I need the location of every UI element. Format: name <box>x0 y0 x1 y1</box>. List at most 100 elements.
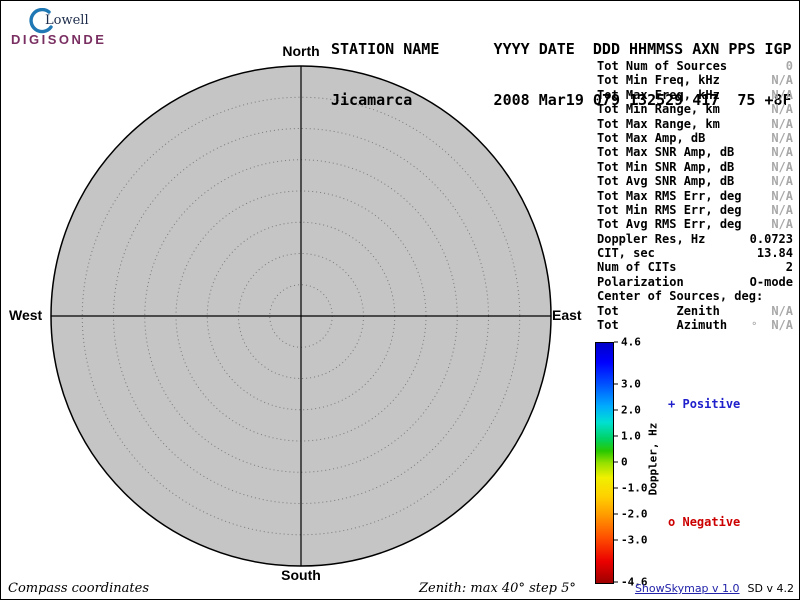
colorbar-gradient <box>595 342 614 584</box>
colorbar-tick-mark <box>614 409 618 411</box>
header-column-titles: STATION NAME YYYY DATE DDD HHMMSS AXN PP… <box>331 40 792 58</box>
colorbar-tick-mark <box>614 383 618 385</box>
stat-value: N/A <box>771 188 793 203</box>
circle-icon: o <box>668 515 676 529</box>
version-info: ShowSkymap v 1.0 SD v 4.2 <box>635 582 794 595</box>
stat-value: 2 <box>785 260 793 275</box>
legend-negative-label: Negative <box>682 515 741 529</box>
compass-north-label: North <box>282 43 320 59</box>
showskymap-version-link[interactable]: ShowSkymap v 1.0 <box>634 582 740 595</box>
stats-row: Tot Max Freq, kHz N/A <box>597 88 793 102</box>
stats-row: Tot Min Freq, kHz N/A <box>597 73 793 87</box>
plus-icon: + <box>668 397 676 411</box>
logo-swoosh-icon <box>29 8 53 34</box>
stat-value: 13.84 <box>756 246 793 261</box>
colorbar-scale: 4.6 3.0 2.0 1.0 0 -1 <box>614 336 674 589</box>
azimuth-degree-mark: ° <box>751 321 758 333</box>
stat-value: 0.0723 <box>749 231 793 246</box>
stats-row: Tot Min SNR Amp, dB N/A <box>597 160 793 174</box>
stats-row: Tot Min RMS Err, deg N/A <box>597 203 793 217</box>
stat-label: Tot Max Freq, kHz <box>597 87 720 102</box>
coordinates-mode-label: Compass coordinates <box>8 581 149 596</box>
colorbar-tick-label: -1.0 <box>621 481 648 495</box>
colorbar-tick-mark <box>614 513 618 515</box>
stats-row: Tot Avg RMS Err, deg N/A <box>597 217 793 231</box>
colorbar-tick-label: -4.6 <box>621 575 648 589</box>
colorbar-tick-row: 2.0 <box>614 403 641 416</box>
compass-east-label: East <box>552 307 582 323</box>
stat-label: Polarization <box>597 274 684 289</box>
stats-row: CIT, sec 13.84 <box>597 246 793 260</box>
colorbar-tick-row: 4.6 <box>614 336 641 349</box>
stat-value: N/A <box>771 73 793 88</box>
stat-label: Tot Min Range, km <box>597 102 720 117</box>
colorbar-tick-row: 3.0 <box>614 377 641 390</box>
stat-label: Tot Max RMS Err, deg <box>597 188 742 203</box>
stat-label: Tot Max Range, km <box>597 116 720 131</box>
stat-label: Tot Avg SNR Amp, dB <box>597 174 735 189</box>
stat-value: N/A <box>771 102 793 117</box>
stat-value: N/A <box>771 145 793 160</box>
stats-row: Tot Max Range, km N/A <box>597 117 793 131</box>
stats-row: Polarization O-mode <box>597 275 793 289</box>
stat-value: N/A <box>771 202 793 217</box>
colorbar-tick-mark <box>614 581 618 583</box>
colorbar-tick-row: -2.0 <box>614 508 648 521</box>
stats-row: Tot Zenith N/A <box>597 304 793 318</box>
station-header: STATION NAME YYYY DATE DDD HHMMSS AXN PP… <box>331 7 792 143</box>
stat-value: N/A <box>771 130 793 145</box>
digisonde-logo: Lowell DIGISONDE <box>9 6 129 52</box>
colorbar-tick-label: 1.0 <box>621 429 641 443</box>
zenith-range-label: Zenith: max 40° step 5° <box>419 581 576 596</box>
stat-value: N/A <box>771 318 793 333</box>
colorbar-tick-label: -3.0 <box>621 533 648 547</box>
header-station-values: Jicamarca 2008 Mar19 079 132529 417 75 +… <box>331 91 792 109</box>
stat-label: Tot Azimuth <box>597 318 728 333</box>
stats-row: Tot Azimuth ° N/A <box>597 318 793 332</box>
stat-value: O-mode <box>749 274 793 289</box>
logo-lowell-text: Lowell <box>45 13 89 28</box>
colorbar-tick-label: 4.6 <box>621 335 641 349</box>
colorbar-tick-mark <box>614 341 618 343</box>
stat-value: N/A <box>771 87 793 102</box>
stat-value: N/A <box>771 174 793 189</box>
stat-label: Tot Min SNR Amp, dB <box>597 159 735 174</box>
legend-negative: o Negative <box>668 515 740 529</box>
stat-label: Tot Max Amp, dB <box>597 130 706 145</box>
colorbar-tick-row: -4.6 <box>614 576 648 589</box>
stats-row: Tot Max RMS Err, deg N/A <box>597 189 793 203</box>
legend-positive: + Positive <box>668 397 740 411</box>
stat-label: Tot Min RMS Err, deg <box>597 202 742 217</box>
colorbar-tick-row: -3.0 <box>614 534 648 547</box>
colorbar-tick-label: 2.0 <box>621 403 641 417</box>
colorbar-tick-row: 1.0 <box>614 429 641 442</box>
logo-digisonde-text: DIGISONDE <box>11 32 107 47</box>
stat-label: Center of Sources, deg: <box>597 289 764 304</box>
colorbar-tick-label: 0 <box>621 455 628 469</box>
legend-positive-label: Positive <box>682 397 741 411</box>
stats-row: Tot Num of Sources 0 <box>597 59 793 73</box>
stats-panel: Tot Num of Sources 0 Tot Min Freq, kHz N… <box>597 59 793 332</box>
stat-label: CIT, sec <box>597 246 655 261</box>
colorbar-tick-mark <box>614 461 618 463</box>
colorbar-title: Doppler, Hz <box>646 422 660 496</box>
stat-label: Tot Num of Sources <box>597 59 728 73</box>
stat-value: N/A <box>771 159 793 174</box>
stats-row: Tot Max Amp, dB N/A <box>597 131 793 145</box>
stat-label: Doppler Res, Hz <box>597 231 706 246</box>
colorbar-tick-mark <box>614 539 618 541</box>
stat-value: N/A <box>771 303 793 318</box>
stat-value: 0 <box>785 59 793 73</box>
stat-value: N/A <box>771 217 793 232</box>
colorbar-tick-label: 3.0 <box>621 377 641 391</box>
stat-value: N/A <box>771 116 793 131</box>
stat-label: Tot Avg RMS Err, deg <box>597 217 742 232</box>
compass-south-label: South <box>281 567 321 583</box>
stats-row: Center of Sources, deg: <box>597 289 793 303</box>
colorbar-tick-row: 0 <box>614 456 628 469</box>
stats-row: Num of CITs 2 <box>597 260 793 274</box>
stats-row: Doppler Res, Hz 0.0723 <box>597 232 793 246</box>
compass-west-label: West <box>9 307 43 323</box>
